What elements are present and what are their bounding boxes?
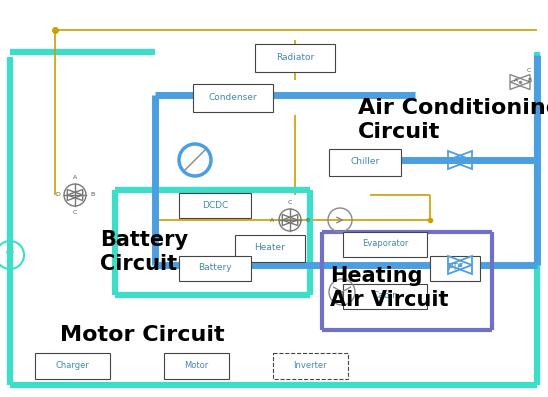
Text: C: C <box>527 68 532 73</box>
Text: Motor Circuit: Motor Circuit <box>60 325 225 345</box>
Text: Battery: Battery <box>198 264 232 272</box>
Text: Heater: Heater <box>255 243 286 252</box>
Text: A: A <box>270 218 275 222</box>
Text: A: A <box>514 78 518 83</box>
Text: Chiller: Chiller <box>350 158 380 166</box>
Text: Condenser: Condenser <box>209 94 258 102</box>
Bar <box>35 353 110 379</box>
Text: C: C <box>288 200 292 205</box>
Bar <box>343 283 427 308</box>
Text: Cabin: Cabin <box>372 291 398 301</box>
Bar <box>329 148 401 175</box>
Text: Heating
Air Vircuit: Heating Air Vircuit <box>330 266 448 310</box>
Bar <box>179 193 251 218</box>
Bar <box>193 84 273 112</box>
Bar <box>430 256 480 281</box>
Text: B: B <box>90 193 95 197</box>
Text: Motor: Motor <box>184 362 208 370</box>
Text: D: D <box>55 193 60 197</box>
Text: Charger: Charger <box>55 362 89 370</box>
Text: Air Conditioning
Circuit: Air Conditioning Circuit <box>358 98 548 142</box>
Bar <box>163 353 229 379</box>
Text: Inverter: Inverter <box>293 362 327 370</box>
Text: C: C <box>73 210 77 215</box>
Text: Battery
Circuit: Battery Circuit <box>100 230 188 274</box>
Bar <box>255 44 335 72</box>
Text: B: B <box>305 218 310 222</box>
Text: Evaporator: Evaporator <box>362 239 408 249</box>
Text: DCDC: DCDC <box>202 200 228 210</box>
Text: PTC: PTC <box>447 264 463 272</box>
Text: B: B <box>527 78 531 83</box>
Bar <box>179 256 251 281</box>
Bar <box>272 353 347 379</box>
Bar <box>235 235 305 262</box>
Text: Radiator: Radiator <box>276 54 314 62</box>
Bar <box>343 231 427 256</box>
Text: A: A <box>73 175 77 180</box>
